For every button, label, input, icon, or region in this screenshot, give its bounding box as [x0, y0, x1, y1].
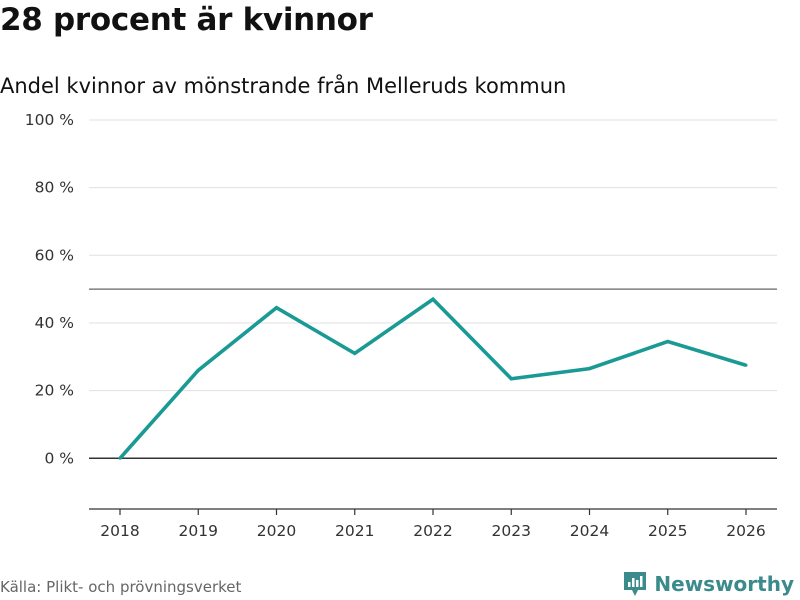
data-point [744, 363, 748, 367]
data-point [588, 367, 591, 371]
newsworthy-logo: Newsworthy [622, 570, 794, 598]
y-tick-label: 80 % [35, 179, 74, 197]
data-point [353, 351, 357, 355]
x-tick-label: 2018 [100, 522, 139, 540]
data-point [431, 297, 435, 301]
data-point [118, 456, 122, 460]
newsworthy-icon [624, 572, 647, 596]
x-tick-label: 2024 [570, 522, 609, 540]
chart-subtitle: Andel kvinnor av mönstrande från Melleru… [0, 74, 567, 98]
x-axis-ticks: 2018 2019 2020 2021 2022 2023 2024 2025 2026 [100, 509, 766, 540]
x-tick-label: 2019 [179, 522, 218, 540]
x-tick-label: 2020 [257, 522, 296, 540]
source-note: Källa: Plikt- och prövningsverket [0, 578, 242, 596]
series-layer [118, 296, 748, 460]
x-tick-label: 2026 [726, 522, 765, 540]
x-tick-label: 2023 [492, 522, 531, 540]
x-tick-label: 2025 [648, 522, 687, 540]
data-point [196, 368, 200, 372]
data-point [275, 306, 278, 310]
y-axis-ticks: 0 % 20 % 40 % 60 % 80 % 100 % [25, 111, 74, 467]
y-tick-label: 100 % [25, 111, 74, 129]
y-tick-label: 40 % [35, 314, 74, 332]
x-tick-label: 2022 [413, 522, 452, 540]
brand-name: Newsworthy [654, 572, 794, 596]
y-tick-label: 0 % [44, 449, 74, 467]
y-tick-label: 60 % [35, 246, 74, 264]
data-point [666, 340, 670, 344]
x-tick-label: 2021 [335, 522, 374, 540]
gridlines [89, 119, 777, 510]
data-point [509, 377, 513, 381]
chart-title: 28 procent är kvinnor [0, 2, 373, 38]
y-tick-label: 20 % [35, 382, 74, 400]
